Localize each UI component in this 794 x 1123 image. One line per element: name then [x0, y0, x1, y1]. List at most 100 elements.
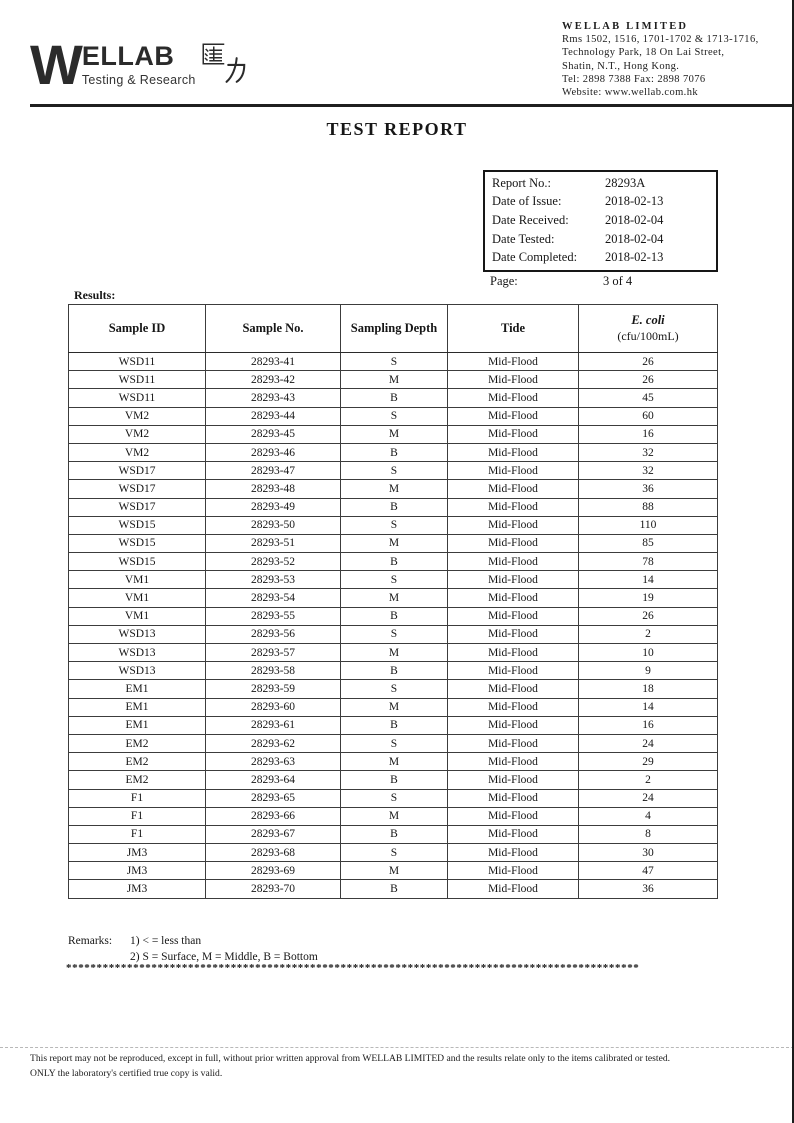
table-row: EM1 28293-60 M Mid-Flood 14 [68, 697, 718, 717]
table-row: WSD15 28293-52 B Mid-Flood 78 [68, 552, 718, 572]
table-row: EM1 28293-61 B Mid-Flood 16 [68, 715, 718, 735]
cell-ecoli: 78 [578, 552, 718, 572]
cell-sample-id: EM1 [68, 697, 206, 717]
cell-ecoli: 14 [578, 697, 718, 717]
remarks-block: Remarks: 1) < = less than 2) S = Surface,… [68, 934, 318, 965]
company-address-line: Website: www.wellab.com.hk [562, 87, 699, 99]
cell-sample-no: 28293-68 [205, 843, 341, 863]
cell-sample-id: JM3 [68, 861, 206, 881]
cell-sample-no: 28293-65 [205, 788, 341, 808]
header-divider [30, 104, 794, 107]
logo-letter-w: W [30, 33, 83, 96]
cell-sample-no: 28293-59 [205, 679, 341, 699]
cell-tide: Mid-Flood [447, 497, 579, 517]
cell-sampling-depth: M [340, 697, 448, 717]
cell-sampling-depth: B [340, 770, 448, 790]
cell-sample-no: 28293-50 [205, 515, 341, 535]
cell-tide: Mid-Flood [447, 752, 579, 772]
cell-ecoli: 88 [578, 497, 718, 517]
cell-tide: Mid-Flood [447, 533, 579, 554]
company-address-line: Rms 1502, 1516, 1701-1702 & 1713-1716, [562, 34, 759, 46]
table-row: VM2 28293-44 S Mid-Flood 60 [68, 406, 718, 426]
cell-sample-no: 28293-44 [205, 406, 341, 426]
cell-ecoli: 16 [578, 424, 718, 444]
cell-ecoli: 2 [578, 770, 718, 790]
results-table: Sample ID Sample No. Sampling Depth Tide… [68, 304, 718, 899]
cell-ecoli: 26 [578, 351, 718, 372]
cell-sample-id: WSD13 [68, 661, 206, 681]
remarks-lines: 1) < = less than 2) S = Surface, M = Midd… [130, 934, 318, 965]
cell-tide: Mid-Flood [447, 406, 579, 426]
cell-sample-id: EM1 [68, 715, 206, 735]
cell-ecoli: 18 [578, 679, 718, 699]
report-info-label: Report No.: [492, 175, 552, 190]
cell-sampling-depth: M [340, 533, 448, 554]
cell-tide: Mid-Flood [447, 715, 579, 735]
cell-sample-id: WSD17 [68, 479, 206, 499]
cell-sample-id: VM2 [68, 442, 206, 463]
cell-sampling-depth: S [340, 679, 448, 699]
cell-sampling-depth: B [340, 879, 448, 899]
cell-sample-no: 28293-41 [205, 351, 341, 372]
wellab-logo: W ELLAB Testing & Research [30, 33, 253, 96]
cell-sample-id: EM2 [68, 733, 206, 754]
cell-sampling-depth: S [340, 515, 448, 535]
scan-edge-artifact [792, 0, 794, 1123]
cell-tide: Mid-Flood [447, 479, 579, 499]
cell-sampling-depth: B [340, 442, 448, 463]
cell-ecoli: 8 [578, 824, 718, 845]
cell-ecoli: 36 [578, 879, 718, 899]
table-row: VM1 28293-55 B Mid-Flood 26 [68, 606, 718, 626]
col-header-sampling-depth: Sampling Depth [340, 304, 448, 353]
table-row: WSD11 28293-43 B Mid-Flood 45 [68, 388, 718, 408]
cell-ecoli: 29 [578, 752, 718, 772]
table-row: EM2 28293-63 M Mid-Flood 29 [68, 752, 718, 772]
cell-sample-no: 28293-51 [205, 533, 341, 554]
cell-ecoli: 24 [578, 733, 718, 754]
cell-tide: Mid-Flood [447, 424, 579, 444]
cell-tide: Mid-Flood [447, 824, 579, 845]
cell-sample-no: 28293-55 [205, 606, 341, 626]
cell-ecoli: 32 [578, 461, 718, 481]
cell-sample-id: F1 [68, 824, 206, 845]
cell-sample-no: 28293-49 [205, 497, 341, 517]
table-row: EM2 28293-64 B Mid-Flood 2 [68, 770, 718, 790]
cell-sample-id: WSD11 [68, 351, 206, 372]
cell-sample-no: 28293-46 [205, 442, 341, 463]
table-row: F1 28293-67 B Mid-Flood 8 [68, 824, 718, 845]
logo-tagline: Testing & Research [81, 73, 196, 87]
cell-sample-no: 28293-45 [205, 424, 341, 444]
cell-ecoli: 10 [578, 642, 718, 663]
cell-tide: Mid-Flood [447, 370, 579, 390]
table-row: WSD15 28293-51 M Mid-Flood 85 [68, 533, 718, 554]
cell-sampling-depth: B [340, 606, 448, 626]
col-header-sample-id: Sample ID [68, 304, 206, 353]
report-info-row: Report No.: 28293A [485, 174, 716, 193]
cell-ecoli: 30 [578, 843, 718, 863]
cell-sampling-depth: S [340, 624, 448, 645]
cell-tide: Mid-Flood [447, 806, 579, 826]
cell-ecoli: 60 [578, 406, 718, 426]
cell-tide: Mid-Flood [447, 552, 579, 572]
footer-divider [0, 1047, 794, 1048]
logo-wordmark: ELLAB [81, 41, 175, 71]
footer-line: ONLY the laboratory's certified true cop… [30, 1067, 223, 1079]
cell-sampling-depth: M [340, 370, 448, 390]
cell-sample-id: WSD15 [68, 515, 206, 535]
cell-sampling-depth: B [340, 824, 448, 845]
report-info-box: Report No.: 28293A Date of Issue: 2018-0… [483, 170, 718, 272]
report-info-label: Date of Issue: [492, 194, 562, 209]
table-row: VM1 28293-54 M Mid-Flood 19 [68, 588, 718, 608]
table-row: WSD13 28293-57 M Mid-Flood 10 [68, 642, 718, 663]
cell-sample-no: 28293-54 [205, 588, 341, 608]
cell-tide: Mid-Flood [447, 861, 579, 881]
page-label: Page: [490, 274, 518, 288]
table-row: WSD13 28293-58 B Mid-Flood 9 [68, 661, 718, 681]
cell-sampling-depth: B [340, 661, 448, 681]
cell-ecoli: 32 [578, 442, 718, 463]
table-row: JM3 28293-69 M Mid-Flood 47 [68, 861, 718, 881]
report-info-value: 2018-02-04 [605, 212, 664, 227]
remarks-label: Remarks: [68, 935, 113, 947]
cell-tide: Mid-Flood [447, 697, 579, 717]
report-info-row: Date of Issue: 2018-02-13 [485, 193, 716, 212]
